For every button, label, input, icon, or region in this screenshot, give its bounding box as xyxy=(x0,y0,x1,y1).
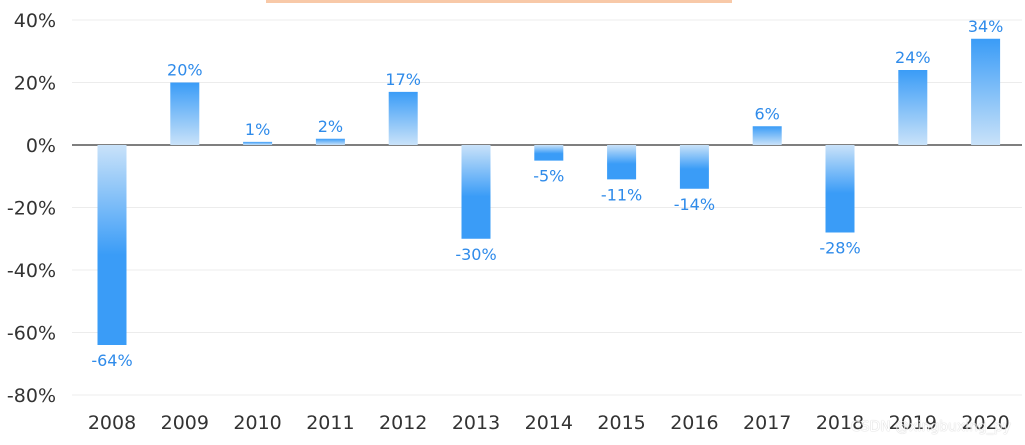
y-tick-label: 20% xyxy=(14,73,56,95)
bar-2019 xyxy=(898,70,928,145)
y-tick-label: -20% xyxy=(7,198,56,220)
data-label-2015: -11% xyxy=(601,185,642,204)
x-axis-tick-labels: 2008 2009 2010 2011 2012 2013 2014 2015 2016 2017… xyxy=(88,412,1010,434)
y-tick-label: 0% xyxy=(26,135,56,157)
bar-2011 xyxy=(315,138,345,145)
data-label-2019: 24% xyxy=(895,48,931,67)
x-tick-label: 2012 xyxy=(379,412,427,434)
bar-2009 xyxy=(170,82,200,145)
data-label-2011: 2% xyxy=(318,117,343,136)
data-label-2008: -64% xyxy=(91,351,132,370)
x-tick-label: 2017 xyxy=(743,412,791,434)
y-tick-label: -40% xyxy=(7,260,56,282)
x-tick-label: 2009 xyxy=(161,412,209,434)
x-tick-label: 2008 xyxy=(88,412,136,434)
bar-2017 xyxy=(752,126,782,145)
y-tick-label: -80% xyxy=(7,385,56,407)
bar-2013 xyxy=(461,145,491,239)
bar-2008 xyxy=(97,145,127,345)
x-tick-label: 2019 xyxy=(889,412,937,434)
data-label-2020: 34% xyxy=(968,17,1004,36)
bar-2014 xyxy=(534,145,564,161)
data-label-2010: 1% xyxy=(245,120,270,139)
watermark: CSDN @xingbuxing_py xyxy=(850,419,1011,435)
top-accent-strip xyxy=(266,0,732,3)
x-tick-label: 2011 xyxy=(306,412,354,434)
bar-2016 xyxy=(679,145,709,189)
x-tick-label: 2016 xyxy=(670,412,718,434)
bar-2020 xyxy=(971,38,1001,145)
x-tick-label: 2015 xyxy=(597,412,645,434)
x-tick-label: 2013 xyxy=(452,412,500,434)
y-tick-label: 40% xyxy=(14,10,56,32)
data-label-2009: 20% xyxy=(167,61,203,80)
bar-2012 xyxy=(388,91,418,145)
data-labels: -64% 20% 1% 2% 17% -30% -5% -11% -14% 6% -28% 24% 34… xyxy=(91,17,1003,370)
data-label-2014: -5% xyxy=(533,167,564,186)
x-tick-label: 2018 xyxy=(816,412,864,434)
data-label-2012: 17% xyxy=(385,70,421,89)
data-label-2016: -14% xyxy=(674,195,715,214)
data-label-2018: -28% xyxy=(819,239,860,258)
y-axis-tick-labels: 40% 20% 0% -20% -40% -60% -80% xyxy=(7,10,56,407)
data-label-2017: 6% xyxy=(755,104,780,123)
bars xyxy=(97,38,1001,345)
bar-2018 xyxy=(825,145,855,233)
gridlines xyxy=(72,19,1022,396)
data-label-2013: -30% xyxy=(455,245,496,264)
x-tick-label: 2010 xyxy=(233,412,281,434)
bar-2015 xyxy=(607,145,637,180)
x-tick-label: 2014 xyxy=(525,412,573,434)
bar-2010 xyxy=(243,141,273,145)
y-tick-label: -60% xyxy=(7,323,56,345)
x-tick-label: 2020 xyxy=(961,412,1009,434)
